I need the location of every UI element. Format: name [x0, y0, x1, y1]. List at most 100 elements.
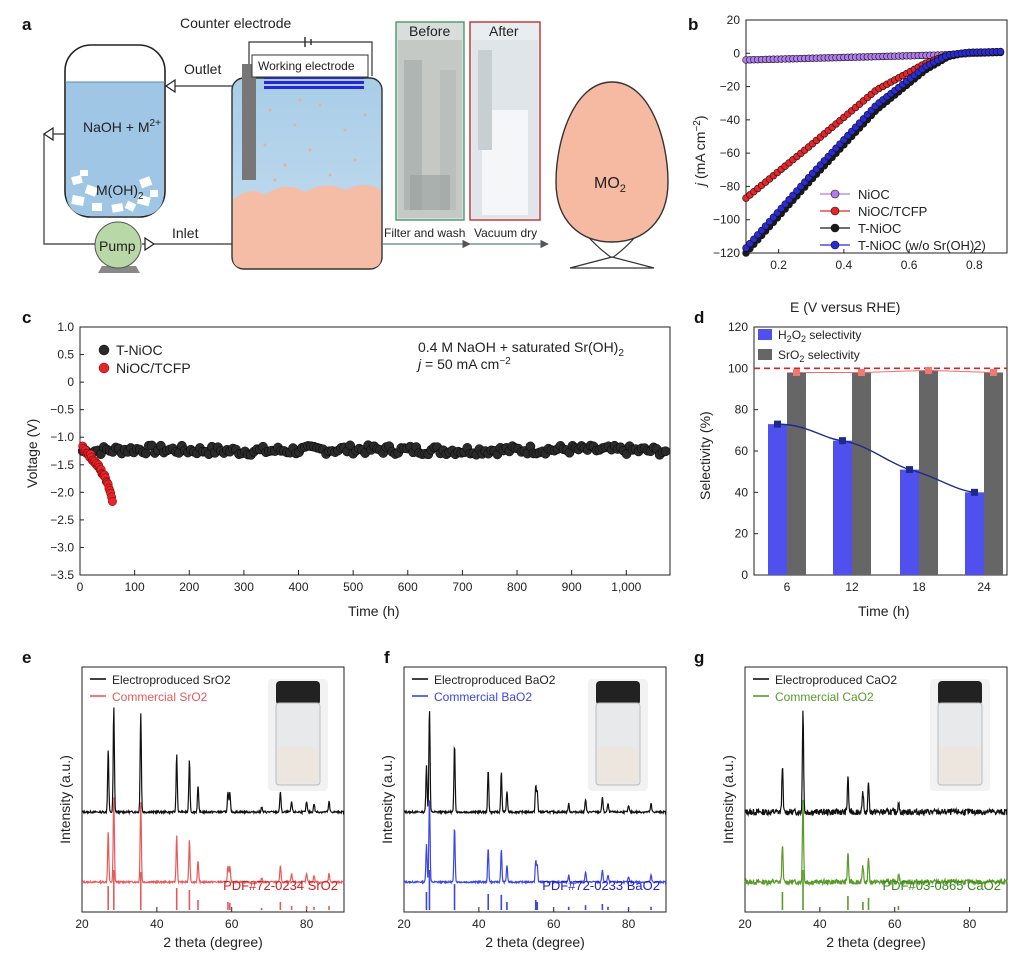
- sro2-bar: [984, 372, 1003, 575]
- panel-b-letter: b: [688, 15, 698, 34]
- x-tick-label: 12: [845, 580, 859, 594]
- x-axis-label: 2 theta (degree): [163, 934, 263, 950]
- panel-b-ylabel: j (mA cm−2): [692, 115, 708, 188]
- panel-g-letter: g: [694, 648, 704, 667]
- panel-b-chart: b 0.2 0.4 0.6 0.8 20 0 −20 −40 −60 −80 −100 −120 NiO…: [688, 13, 1008, 315]
- reference-label: PDF#72-0233 BaO2: [542, 878, 660, 893]
- xrd-trace: [81, 707, 345, 816]
- pump-icon: [94, 221, 142, 269]
- legend-label: Commercial SrO2: [112, 690, 208, 704]
- y-tick-label: 20: [727, 13, 741, 27]
- y-tick-label: −20: [720, 80, 741, 94]
- reservoir-liquid: [66, 82, 164, 216]
- y-tick-label: −120: [713, 246, 740, 260]
- series-line: [745, 51, 1001, 199]
- x-tick-label: 0.2: [770, 258, 787, 272]
- plot-frame: [403, 666, 667, 913]
- x-tick-label: 40: [813, 917, 827, 931]
- legend-label: Electroproduced SrO2: [112, 673, 231, 687]
- x-tick-label: 20: [397, 917, 411, 931]
- y-tick-label: 40: [735, 485, 749, 499]
- panel-c-letter: c: [22, 308, 31, 327]
- legend-label: SrO2 selectivity: [778, 348, 860, 364]
- xrd-trace: [403, 711, 667, 816]
- inlet-arrow-icon: [144, 236, 156, 252]
- y-axis-label: Intensity (a.u.): [720, 755, 736, 844]
- x-axis-label: 2 theta (degree): [485, 934, 585, 950]
- x-tick-label: 80: [963, 917, 977, 931]
- panel-c-annotation-2: j = 50 mA cm−2: [416, 356, 511, 372]
- pump-label: Pump: [99, 238, 136, 254]
- panel-e-letter: e: [22, 648, 31, 667]
- x-tick-label: 0.4: [836, 258, 853, 272]
- inlet-label: Inlet: [172, 225, 199, 241]
- x-tick-label: 18: [912, 580, 926, 594]
- vial-cap: [938, 681, 982, 705]
- x-axis-label: 2 theta (degree): [826, 934, 926, 950]
- outlet-label: Outlet: [184, 61, 221, 77]
- h2o2-marker: [839, 437, 846, 445]
- x-tick-label: 900: [562, 580, 582, 594]
- sro2-bar: [919, 370, 938, 575]
- h2o2-bar: [833, 440, 852, 575]
- panel-d-chart: d 0 20 40 60 80 100 120 6 12 18 24 H2O2 selectivity…: [694, 308, 1008, 619]
- y-tick-label: −3.5: [50, 568, 74, 582]
- outlet-arrow-icon: [164, 78, 176, 94]
- y-tick-label: −100: [713, 213, 740, 227]
- return-pipe: [43, 133, 95, 245]
- data-point: [996, 47, 1005, 56]
- x-tick-label: 300: [234, 580, 254, 594]
- legend-label: T-NiOC (w/o Sr(OH)2): [858, 238, 986, 253]
- h2o2-bar: [965, 492, 984, 575]
- legend-label: Commercial CaO2: [775, 690, 874, 704]
- panel-c-chart: c 0 100 200 300 400 500 600 700 800 900 1,000 1.0 0.…: [22, 308, 671, 619]
- x-tick-label: 80: [622, 917, 636, 931]
- legend-label: Commercial BaO2: [434, 690, 532, 704]
- legend-marker: [830, 223, 840, 233]
- h2o2-bar: [900, 469, 919, 575]
- x-tick-label: 0.8: [966, 258, 983, 272]
- x-tick-label: 40: [150, 917, 164, 931]
- xrd-trace: [744, 710, 1008, 818]
- xrd-trace: [81, 797, 345, 885]
- panel-a-schematic: a NaOH + M2+ M(OH)2 Pump Inlet: [22, 15, 669, 273]
- panel-e-chart: e 20 40 60 80 2 theta (degree) Intensity (a.u…: [22, 648, 345, 950]
- vial-powder: [940, 747, 980, 783]
- x-tick-label: 1,000: [611, 580, 641, 594]
- y-tick-label: 0: [67, 375, 74, 389]
- sro2-marker: [925, 366, 932, 374]
- legend-label: H2O2 selectivity: [778, 328, 861, 344]
- panel-b-xlabel: E (V versus RHE): [790, 299, 900, 315]
- y-tick-label: 120: [728, 320, 748, 334]
- panel-f-letter: f: [384, 648, 390, 667]
- x-tick-label: 800: [507, 580, 527, 594]
- legend-swatch: [758, 349, 772, 360]
- x-tick-label: 400: [289, 580, 309, 594]
- reference-label: PDF#72-0234 SrO2: [223, 878, 338, 893]
- filter-label: Filter and wash: [384, 226, 465, 240]
- legend-marker: [830, 206, 840, 216]
- legend-marker: [830, 189, 840, 199]
- panel-c-xlabel: Time (h): [348, 603, 400, 619]
- data-point: [660, 446, 671, 457]
- product-label: MO2: [594, 175, 626, 195]
- counter-electrode-rod: [242, 64, 256, 180]
- legend-marker: [98, 362, 110, 374]
- panel-f-chart: f 20 40 60 80 2 theta (degree) Intensity (a.u…: [379, 648, 667, 950]
- legend-label: Electroproduced CaO2: [775, 673, 897, 687]
- x-tick-label: 6: [784, 580, 791, 594]
- x-tick-label: 600: [398, 580, 418, 594]
- legend-label: Electroproduced BaO2: [434, 673, 556, 687]
- y-tick-label: −1.0: [50, 430, 74, 444]
- panel-d-letter: d: [694, 308, 704, 327]
- y-tick-label: −40: [720, 113, 741, 127]
- return-arrow-icon: [42, 126, 54, 142]
- x-tick-label: 700: [452, 580, 472, 594]
- y-axis-label: Intensity (a.u.): [57, 755, 73, 844]
- vial-cap: [276, 681, 320, 705]
- working-electrode-label: Working electrode: [258, 59, 355, 73]
- x-tick-label: 80: [300, 917, 314, 931]
- panel-g-chart: g 20 40 60 80 2 theta (degree) Intensity (a.u…: [694, 648, 1008, 950]
- x-tick-label: 100: [125, 580, 145, 594]
- legend-label: T-NiOC: [858, 221, 901, 236]
